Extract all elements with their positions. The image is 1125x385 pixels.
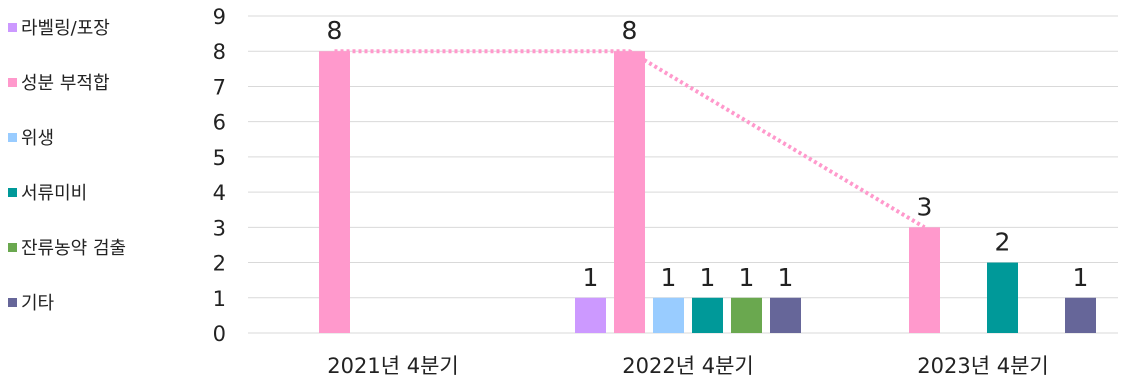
legend-swatch — [8, 22, 17, 32]
legend-swatch — [8, 242, 17, 252]
data-label: 1 — [1073, 263, 1089, 292]
legend-swatch — [8, 132, 17, 142]
bar — [614, 51, 645, 333]
y-tick-label: 5 — [213, 146, 226, 170]
x-category-label: 2023년 4분기 — [917, 354, 1048, 378]
bar — [1065, 297, 1096, 333]
bar — [909, 227, 940, 333]
data-label: 1 — [778, 263, 794, 292]
trend-line-path — [334, 49, 926, 230]
y-axis-ticks: 0 1 2 3 4 5 6 7 8 9 — [213, 5, 226, 346]
y-tick-label: 0 — [213, 322, 226, 346]
bar — [987, 262, 1018, 333]
x-axis-categories: 2021년 4분기 2022년 4분기 2023년 4분기 — [327, 354, 1048, 378]
legend-label: 기타 — [21, 293, 55, 314]
legend-item: 잔류농약 검출 — [8, 234, 126, 260]
y-tick-label: 2 — [213, 252, 226, 276]
y-tick-label: 9 — [213, 5, 226, 29]
legend-swatch — [8, 77, 17, 87]
bar — [731, 297, 762, 333]
data-label: 1 — [739, 263, 755, 292]
legend-label: 성분 부적합 — [21, 73, 110, 94]
trend-line — [334, 49, 926, 230]
legend-swatch — [8, 187, 17, 197]
data-label: 1 — [700, 263, 716, 292]
y-tick-label: 7 — [213, 75, 226, 99]
bar — [575, 297, 606, 333]
legend-label: 서류미비 — [21, 183, 88, 204]
legend-label: 라벨링/포장 — [21, 18, 110, 39]
data-label: 2 — [995, 228, 1011, 257]
legend-label: 잔류농약 검출 — [21, 238, 127, 259]
legend-item: 성분 부적합 — [8, 69, 110, 95]
y-tick-label: 6 — [213, 111, 226, 135]
legend-item: 기타 — [8, 289, 54, 315]
bar — [653, 297, 684, 333]
data-label: 3 — [917, 192, 933, 221]
y-tick-label: 1 — [213, 287, 226, 311]
bar — [692, 297, 723, 333]
legend-item: 서류미비 — [8, 179, 87, 205]
y-tick-label: 3 — [213, 216, 226, 240]
data-label: 1 — [661, 263, 677, 292]
legend-label: 위생 — [21, 128, 55, 149]
bar — [770, 297, 801, 333]
data-label: 8 — [327, 16, 343, 45]
y-tick-label: 8 — [213, 40, 226, 64]
data-label: 8 — [622, 16, 638, 45]
x-category-label: 2022년 4분기 — [622, 354, 753, 378]
legend-swatch — [8, 297, 17, 307]
legend-item: 위생 — [8, 124, 54, 150]
legend-item: 라벨링/포장 — [8, 14, 110, 40]
data-label: 1 — [583, 263, 599, 292]
bar — [319, 51, 350, 333]
y-tick-label: 4 — [213, 181, 226, 205]
bars — [319, 51, 1096, 333]
x-category-label: 2021년 4분기 — [327, 354, 458, 378]
